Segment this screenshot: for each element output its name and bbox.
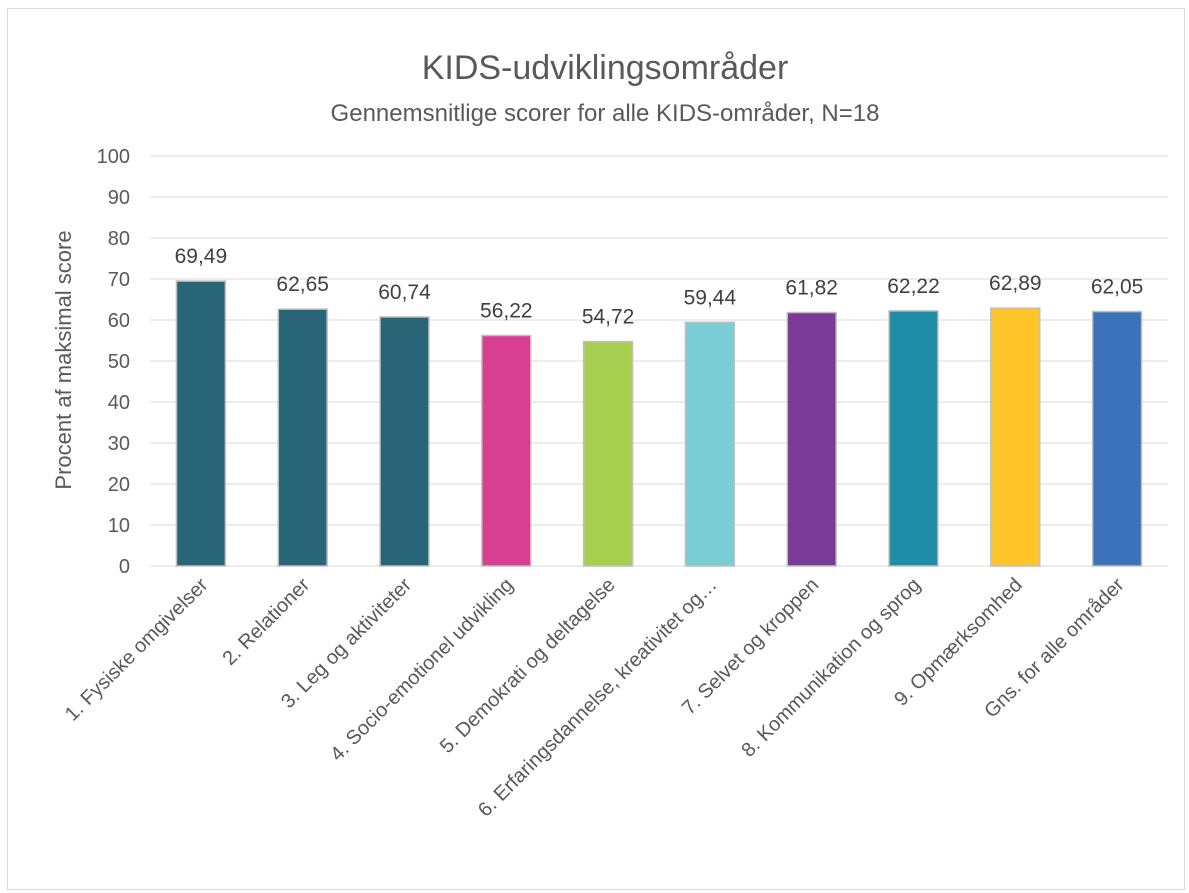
x-category-label: 4. Socio-emotionel udvikling xyxy=(326,574,518,766)
data-label: 54,72 xyxy=(582,306,635,329)
bar xyxy=(277,308,328,567)
data-label: 61,82 xyxy=(785,277,838,300)
data-labels: 69,49 62,65 60,74 56,22 54,72 59,44 61,82 62,22… xyxy=(175,245,1144,329)
data-label: 62,05 xyxy=(1091,276,1144,299)
data-label: 56,22 xyxy=(480,299,533,322)
y-tick-label: 40 xyxy=(108,392,130,414)
y-tick-label: 10 xyxy=(108,515,130,537)
bar-chart: KIDS-udviklingsområder Gennemsnitlige sc… xyxy=(51,49,1168,822)
bar xyxy=(379,316,430,567)
y-tick-label: 0 xyxy=(119,556,130,578)
chart-title: KIDS-udviklingsområder xyxy=(422,49,789,87)
y-tick-label: 20 xyxy=(108,474,130,496)
chart-subtitle: Gennemsnitlige scorer for alle KIDS-områ… xyxy=(331,100,880,127)
data-label: 69,49 xyxy=(175,245,228,268)
y-tick-label: 80 xyxy=(108,228,130,250)
y-tick-label: 30 xyxy=(108,433,130,455)
y-tick-label: 90 xyxy=(108,187,130,209)
data-label: 62,89 xyxy=(989,272,1042,295)
x-category-label: 2. Relationer xyxy=(218,574,314,670)
data-label: 62,65 xyxy=(276,273,329,296)
x-category-label: 1. Fysiske omgivelser xyxy=(61,574,213,726)
bar xyxy=(684,321,736,567)
chart-frame: KIDS-udviklingsområder Gennemsnitlige sc… xyxy=(7,8,1185,890)
bars xyxy=(175,280,1143,567)
bar xyxy=(786,311,837,567)
data-label: 60,74 xyxy=(378,281,431,304)
y-axis-label: Procent af maksimal score xyxy=(51,230,76,489)
bar xyxy=(481,334,532,567)
bar xyxy=(582,340,634,567)
bar xyxy=(175,280,227,567)
y-tick-label: 100 xyxy=(97,146,130,168)
y-tick-label: 70 xyxy=(108,269,130,291)
bar xyxy=(990,307,1041,567)
x-category-label: 5. Demokrati og deltagelse xyxy=(436,574,620,758)
bar xyxy=(1091,310,1143,567)
y-axis-ticks: 0 10 20 30 40 50 60 70 80 90 100 xyxy=(97,146,130,578)
data-label: 62,22 xyxy=(887,275,940,298)
bar xyxy=(888,310,939,567)
y-tick-label: 60 xyxy=(108,310,130,332)
y-tick-label: 50 xyxy=(108,351,130,373)
data-label: 59,44 xyxy=(684,286,737,309)
x-category-label: 8. Kommunikation og sprog xyxy=(737,574,925,762)
